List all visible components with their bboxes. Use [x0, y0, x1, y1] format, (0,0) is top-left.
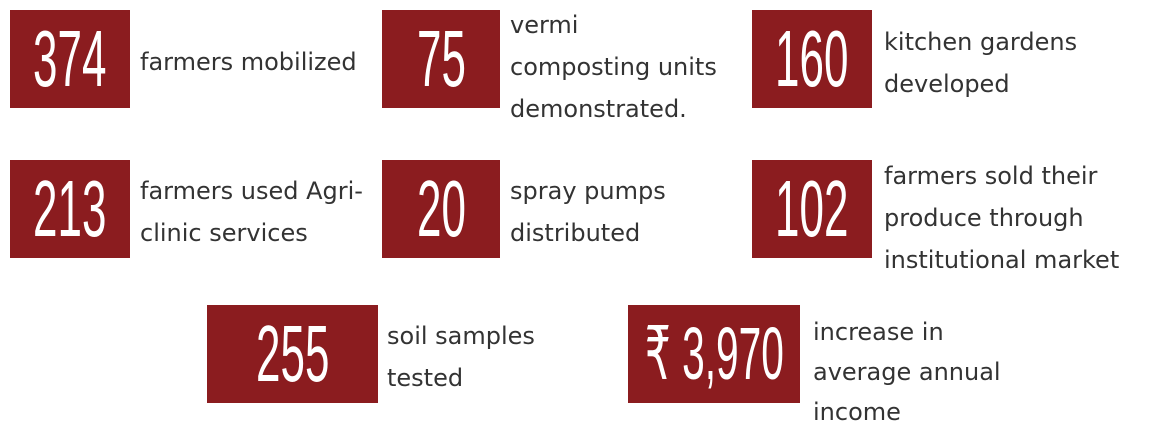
stat-label: vermi composting units demonstrated.	[510, 4, 717, 130]
stat-box: 20	[382, 160, 500, 258]
stat-box: 160	[752, 10, 872, 108]
stat-box: 102	[752, 160, 872, 258]
stat-value: ₹ 3,970	[644, 312, 784, 395]
label-line: demonstrated.	[510, 95, 687, 123]
stat-value: 75	[416, 14, 466, 103]
stat-box: 213	[10, 160, 130, 258]
label-line: composting units	[510, 53, 717, 81]
stat-value: 374	[33, 14, 107, 103]
label-line: distributed	[510, 219, 641, 247]
label-line: institutional market	[884, 246, 1120, 274]
label-line: vermi	[510, 11, 579, 39]
label-line: increase in	[813, 318, 944, 346]
label-line: clinic services	[140, 219, 308, 247]
label-line: spray pumps	[510, 177, 666, 205]
stat-label: soil samples tested	[387, 315, 535, 399]
label-line: average annual	[813, 358, 1001, 386]
stat-label: farmers sold their produce through institu…	[884, 155, 1119, 281]
stat-value: 255	[255, 309, 330, 398]
stat-box: 75	[382, 10, 500, 108]
stat-box: ₹ 3,970	[628, 305, 800, 403]
label-line: developed	[884, 70, 1010, 98]
stat-value: 102	[775, 164, 849, 253]
stat-value: 213	[33, 164, 107, 253]
label-line: soil samples	[387, 322, 535, 350]
label-line: farmers used Agri-	[140, 177, 363, 205]
stat-label: spray pumps distributed	[510, 170, 666, 254]
stat-label: farmers used Agri-clinic services	[140, 170, 363, 254]
label-line: produce through	[884, 204, 1084, 232]
stat-value: 160	[775, 14, 849, 103]
label-line: farmers sold their	[884, 162, 1098, 190]
stat-box: 374	[10, 10, 130, 108]
stat-value: 20	[416, 164, 466, 253]
label-line: kitchen gardens	[884, 28, 1078, 56]
stat-label: increase in average annual income	[813, 312, 1001, 432]
stat-label: kitchen gardens developed	[884, 21, 1077, 105]
label-line: tested	[387, 364, 464, 392]
label-line: income	[813, 398, 901, 426]
stat-label: farmers mobilized	[140, 41, 357, 83]
label-line: farmers mobilized	[140, 48, 357, 76]
stat-box: 255	[207, 305, 378, 403]
